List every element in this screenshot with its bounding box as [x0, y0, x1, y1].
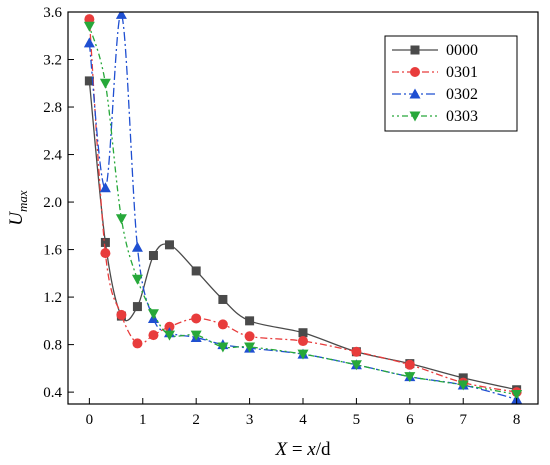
- series-line-0301: [88, 19, 517, 393]
- data-point-0301: [164, 321, 175, 332]
- data-point-0301: [132, 338, 143, 349]
- x-tick-label: 3: [246, 412, 254, 428]
- data-point-0303: [99, 78, 111, 89]
- data-point-0303: [350, 360, 362, 371]
- legend-marker-0303: [409, 111, 421, 122]
- x-tick-label: 1: [139, 412, 147, 428]
- data-point-0302: [115, 12, 127, 19]
- legend-marker-0301: [410, 67, 420, 77]
- y-tick-label: 2.4: [43, 148, 62, 164]
- legend-label-0303: 0303: [446, 108, 478, 125]
- data-point-0000: [298, 328, 308, 338]
- data-point-0000: [218, 294, 228, 304]
- data-point-0303: [297, 349, 309, 360]
- data-point-0000: [100, 237, 110, 247]
- data-point-0302: [99, 182, 111, 193]
- data-point-0000: [84, 76, 94, 86]
- data-point-0303: [190, 330, 202, 341]
- y-tick-label: 3.2: [43, 53, 62, 69]
- data-point-0303: [244, 342, 256, 353]
- y-tick-label: 2.8: [43, 100, 62, 116]
- ticks-layer: 0 1 2 3 4 5 6 7 8 0.4 0.8 1.2 1.6 2.0 2.4 2.8 3.2 3.6: [43, 5, 520, 428]
- data-point-0301: [217, 319, 228, 330]
- y-tick-label: 0.4: [43, 385, 62, 401]
- data-point-0301: [191, 313, 202, 324]
- data-point-0301: [351, 346, 362, 357]
- data-point-0301: [404, 359, 415, 370]
- data-point-0000: [164, 240, 174, 250]
- y-axis-title: Umax: [6, 190, 30, 226]
- data-point-0301: [244, 331, 255, 342]
- data-point-0303: [163, 330, 175, 341]
- legend-marker-0000: [410, 45, 420, 55]
- y-tick-label: 2.0: [43, 195, 62, 211]
- legend-marker-0302: [409, 88, 421, 99]
- data-point-0301: [298, 336, 308, 347]
- data-point-0303: [457, 380, 469, 391]
- y-tick-label: 3.6: [43, 5, 62, 21]
- series-0303: [83, 21, 523, 400]
- data-point-0303: [83, 21, 95, 32]
- legend-box: [384, 35, 518, 132]
- data-point-0303: [217, 342, 229, 353]
- data-point-0301: [84, 14, 95, 25]
- x-tick-label: 5: [353, 412, 361, 428]
- y-tick-label: 1.6: [43, 243, 62, 259]
- data-point-0303: [404, 372, 416, 383]
- data-point-0303: [511, 389, 523, 400]
- series-layer: [83, 12, 523, 404]
- x-axis-title: X = x/d: [274, 439, 331, 460]
- y-tick-label: 0.8: [43, 338, 62, 354]
- data-point-0303: [115, 214, 127, 225]
- x-tick-label: 0: [86, 412, 94, 428]
- legend-label-0000: 0000: [446, 42, 478, 59]
- x-tick-label: 8: [513, 412, 521, 428]
- x-tick-label: 7: [459, 412, 467, 428]
- x-tick-label: 2: [192, 412, 200, 428]
- data-point-0302: [83, 37, 95, 48]
- data-point-0301: [148, 330, 159, 341]
- data-point-0000: [132, 302, 142, 312]
- legend-label-0301: 0301: [446, 64, 478, 81]
- legend-label-0302: 0302: [446, 86, 478, 103]
- data-point-0000: [148, 251, 158, 261]
- series-line-0303: [88, 26, 517, 396]
- x-tick-label: 6: [406, 412, 414, 428]
- x-tick-label: 4: [299, 412, 307, 428]
- data-point-0303: [131, 274, 143, 285]
- data-point-0301: [100, 248, 111, 259]
- data-point-0303: [147, 309, 159, 320]
- data-point-0302: [131, 241, 143, 252]
- legend: 0000 0301 0302 0303: [384, 35, 518, 132]
- data-point-0301: [116, 309, 127, 320]
- data-point-0000: [245, 316, 255, 326]
- data-point-0000: [191, 266, 201, 276]
- y-tick-label: 1.2: [43, 290, 62, 306]
